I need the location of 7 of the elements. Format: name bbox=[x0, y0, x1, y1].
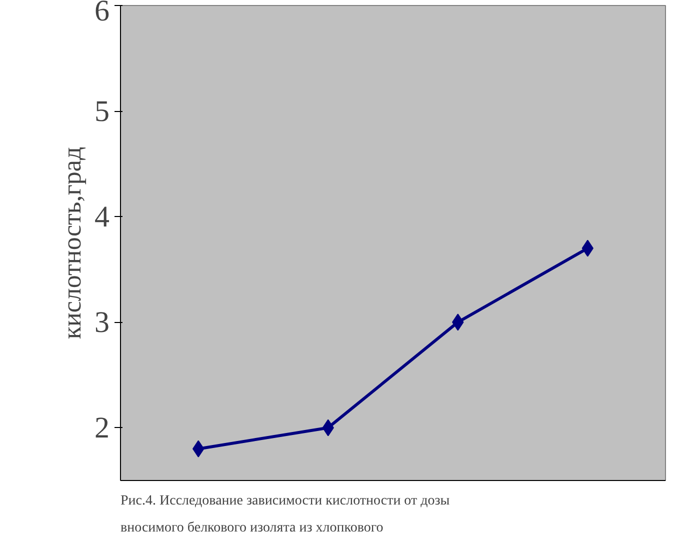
y-tick-label: 5 bbox=[94, 95, 110, 128]
y-tick-label: 2 bbox=[94, 412, 110, 445]
y-tick-label: 4 bbox=[94, 200, 110, 234]
y-tick-label: 6 bbox=[94, 0, 110, 28]
y-tick-label: 3 bbox=[94, 306, 110, 340]
y-axis-title: кислотность,град bbox=[58, 146, 86, 340]
text: Рис.4. Исследование зависимости кислотности от дозы вносимого белкового изолята из хлопкового bbox=[120, 494, 450, 536]
